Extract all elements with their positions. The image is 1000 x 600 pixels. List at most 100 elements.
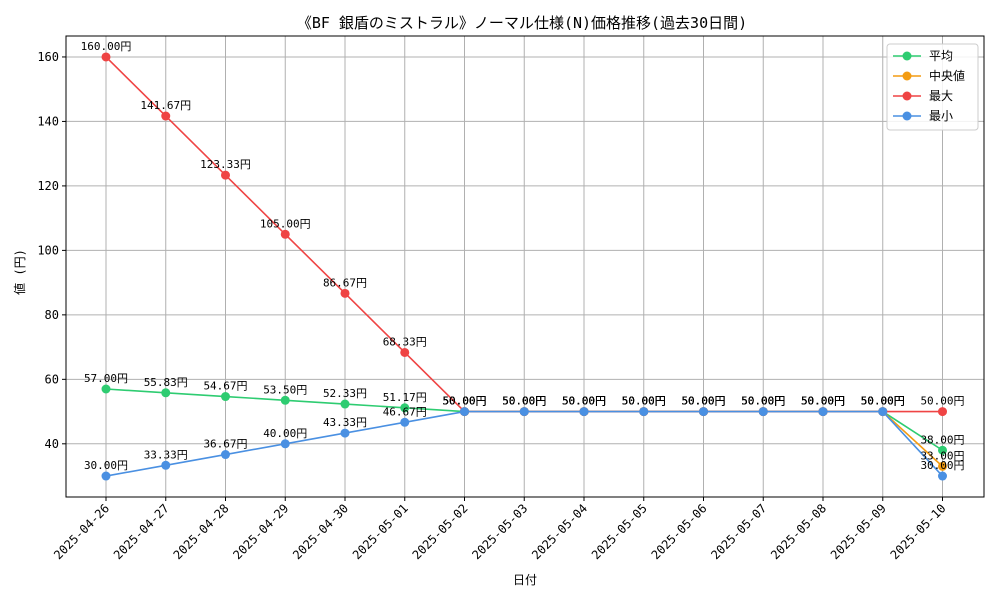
- data-point: [101, 52, 111, 62]
- chart-title: 《BF 銀盾のミストラル》ノーマル仕様(N)価格推移(過去30日間): [297, 14, 747, 32]
- data-label: 38.00円: [920, 433, 964, 446]
- data-label: 50.00円: [442, 395, 486, 408]
- data-label: 33.33円: [144, 448, 188, 461]
- data-point: [938, 461, 947, 471]
- data-label: 50.00円: [681, 395, 725, 408]
- data-point: [639, 407, 649, 417]
- x-tick-label: 2025-05-02: [410, 501, 471, 562]
- x-tick-label: 2025-05-04: [529, 501, 590, 562]
- grid: [66, 36, 984, 497]
- data-point: [101, 471, 111, 481]
- data-point: [400, 347, 410, 357]
- data-label: 36.67円: [203, 438, 247, 451]
- data-point: [818, 407, 828, 417]
- x-tick-label: 2025-05-01: [350, 501, 411, 562]
- data-label: 52.33円: [323, 387, 367, 400]
- legend-label: 中央値: [929, 68, 965, 83]
- series: [101, 52, 947, 481]
- data-point: [400, 417, 410, 427]
- data-point: [101, 384, 111, 394]
- axes: 4060801001201401602025-04-262025-04-2720…: [37, 35, 985, 562]
- data-label: 50.00円: [741, 395, 785, 408]
- data-point: [460, 407, 469, 417]
- legend-marker: [902, 91, 912, 101]
- data-label: 68.33円: [383, 335, 427, 348]
- data-label: 40.00円: [263, 427, 307, 440]
- data-label: 105.00円: [260, 217, 311, 230]
- y-tick-label: 60: [45, 372, 59, 386]
- y-tick-label: 140: [37, 114, 59, 128]
- data-point: [579, 407, 589, 417]
- data-point: [161, 460, 171, 470]
- x-tick-label: 2025-05-07: [708, 501, 769, 562]
- data-label: 50.00円: [622, 395, 666, 408]
- data-label: 50.00円: [622, 395, 666, 408]
- data-label: 50.00円: [741, 395, 785, 408]
- y-tick-label: 100: [37, 243, 59, 257]
- x-tick-label: 2025-04-26: [51, 501, 112, 562]
- legend-label: 最大: [929, 89, 953, 103]
- data-label: 50.00円: [562, 395, 606, 408]
- data-label: 50.00円: [562, 395, 606, 408]
- data-label: 50.00円: [681, 395, 725, 408]
- data-label: 50.00円: [801, 395, 845, 408]
- data-label: 50.00円: [502, 395, 546, 408]
- data-label: 50.00円: [861, 395, 905, 408]
- data-label: 50.00円: [681, 395, 725, 408]
- legend-marker: [902, 71, 912, 81]
- data-point: [340, 288, 350, 298]
- data-label: 50.00円: [861, 395, 905, 408]
- legend-marker: [902, 111, 912, 121]
- x-axis-label: 日付: [513, 573, 537, 587]
- data-label: 50.00円: [442, 395, 486, 408]
- data-labels: 57.00円 55.83円 54.67円 53.50円 52.33円 51.17円 50.0…: [81, 40, 965, 472]
- data-point: [400, 403, 410, 413]
- x-tick-label: 2025-05-09: [828, 501, 889, 562]
- data-label: 30.00円: [920, 459, 964, 472]
- data-label: 50.00円: [861, 395, 905, 408]
- data-label: 46.67円: [383, 405, 427, 418]
- data-label: 50.00円: [562, 395, 606, 408]
- y-tick-label: 120: [37, 179, 59, 193]
- data-label: 51.17円: [383, 391, 427, 404]
- legend-label: 平均: [929, 49, 953, 63]
- data-point: [280, 395, 290, 405]
- y-tick-label: 40: [45, 437, 59, 451]
- data-label: 50.00円: [861, 395, 905, 408]
- data-label: 141.67円: [140, 99, 191, 112]
- data-label: 50.00円: [622, 395, 666, 408]
- data-point: [340, 428, 350, 438]
- y-tick-label: 160: [37, 50, 59, 64]
- data-label: 86.67円: [323, 276, 367, 289]
- y-tick-label: 80: [45, 308, 59, 322]
- data-point: [161, 111, 171, 121]
- data-label: 50.00円: [741, 395, 785, 408]
- x-tick-label: 2025-05-08: [768, 501, 829, 562]
- data-point: [161, 388, 171, 398]
- x-tick-label: 2025-05-05: [589, 501, 650, 562]
- data-label: 30.00円: [84, 459, 128, 472]
- data-label: 33.00円: [920, 449, 964, 462]
- data-label: 55.83円: [144, 376, 188, 389]
- data-point: [221, 170, 230, 180]
- data-point: [280, 439, 290, 449]
- data-point: [280, 229, 290, 239]
- data-label: 50.00円: [801, 395, 845, 408]
- data-label: 50.00円: [801, 395, 845, 408]
- x-tick-label: 2025-05-03: [469, 501, 530, 562]
- data-point: [878, 407, 888, 417]
- data-label: 50.00円: [502, 395, 546, 408]
- data-point: [938, 407, 947, 417]
- data-label: 50.00円: [741, 395, 785, 408]
- data-point: [340, 399, 350, 409]
- data-label: 50.00円: [442, 395, 486, 408]
- x-tick-label: 2025-04-30: [290, 501, 351, 562]
- data-label: 123.33円: [200, 158, 251, 171]
- data-label: 50.00円: [502, 395, 546, 408]
- data-label: 50.00円: [562, 395, 606, 408]
- data-label: 57.00円: [84, 372, 128, 385]
- data-point: [221, 392, 230, 402]
- data-label: 50.00円: [681, 395, 725, 408]
